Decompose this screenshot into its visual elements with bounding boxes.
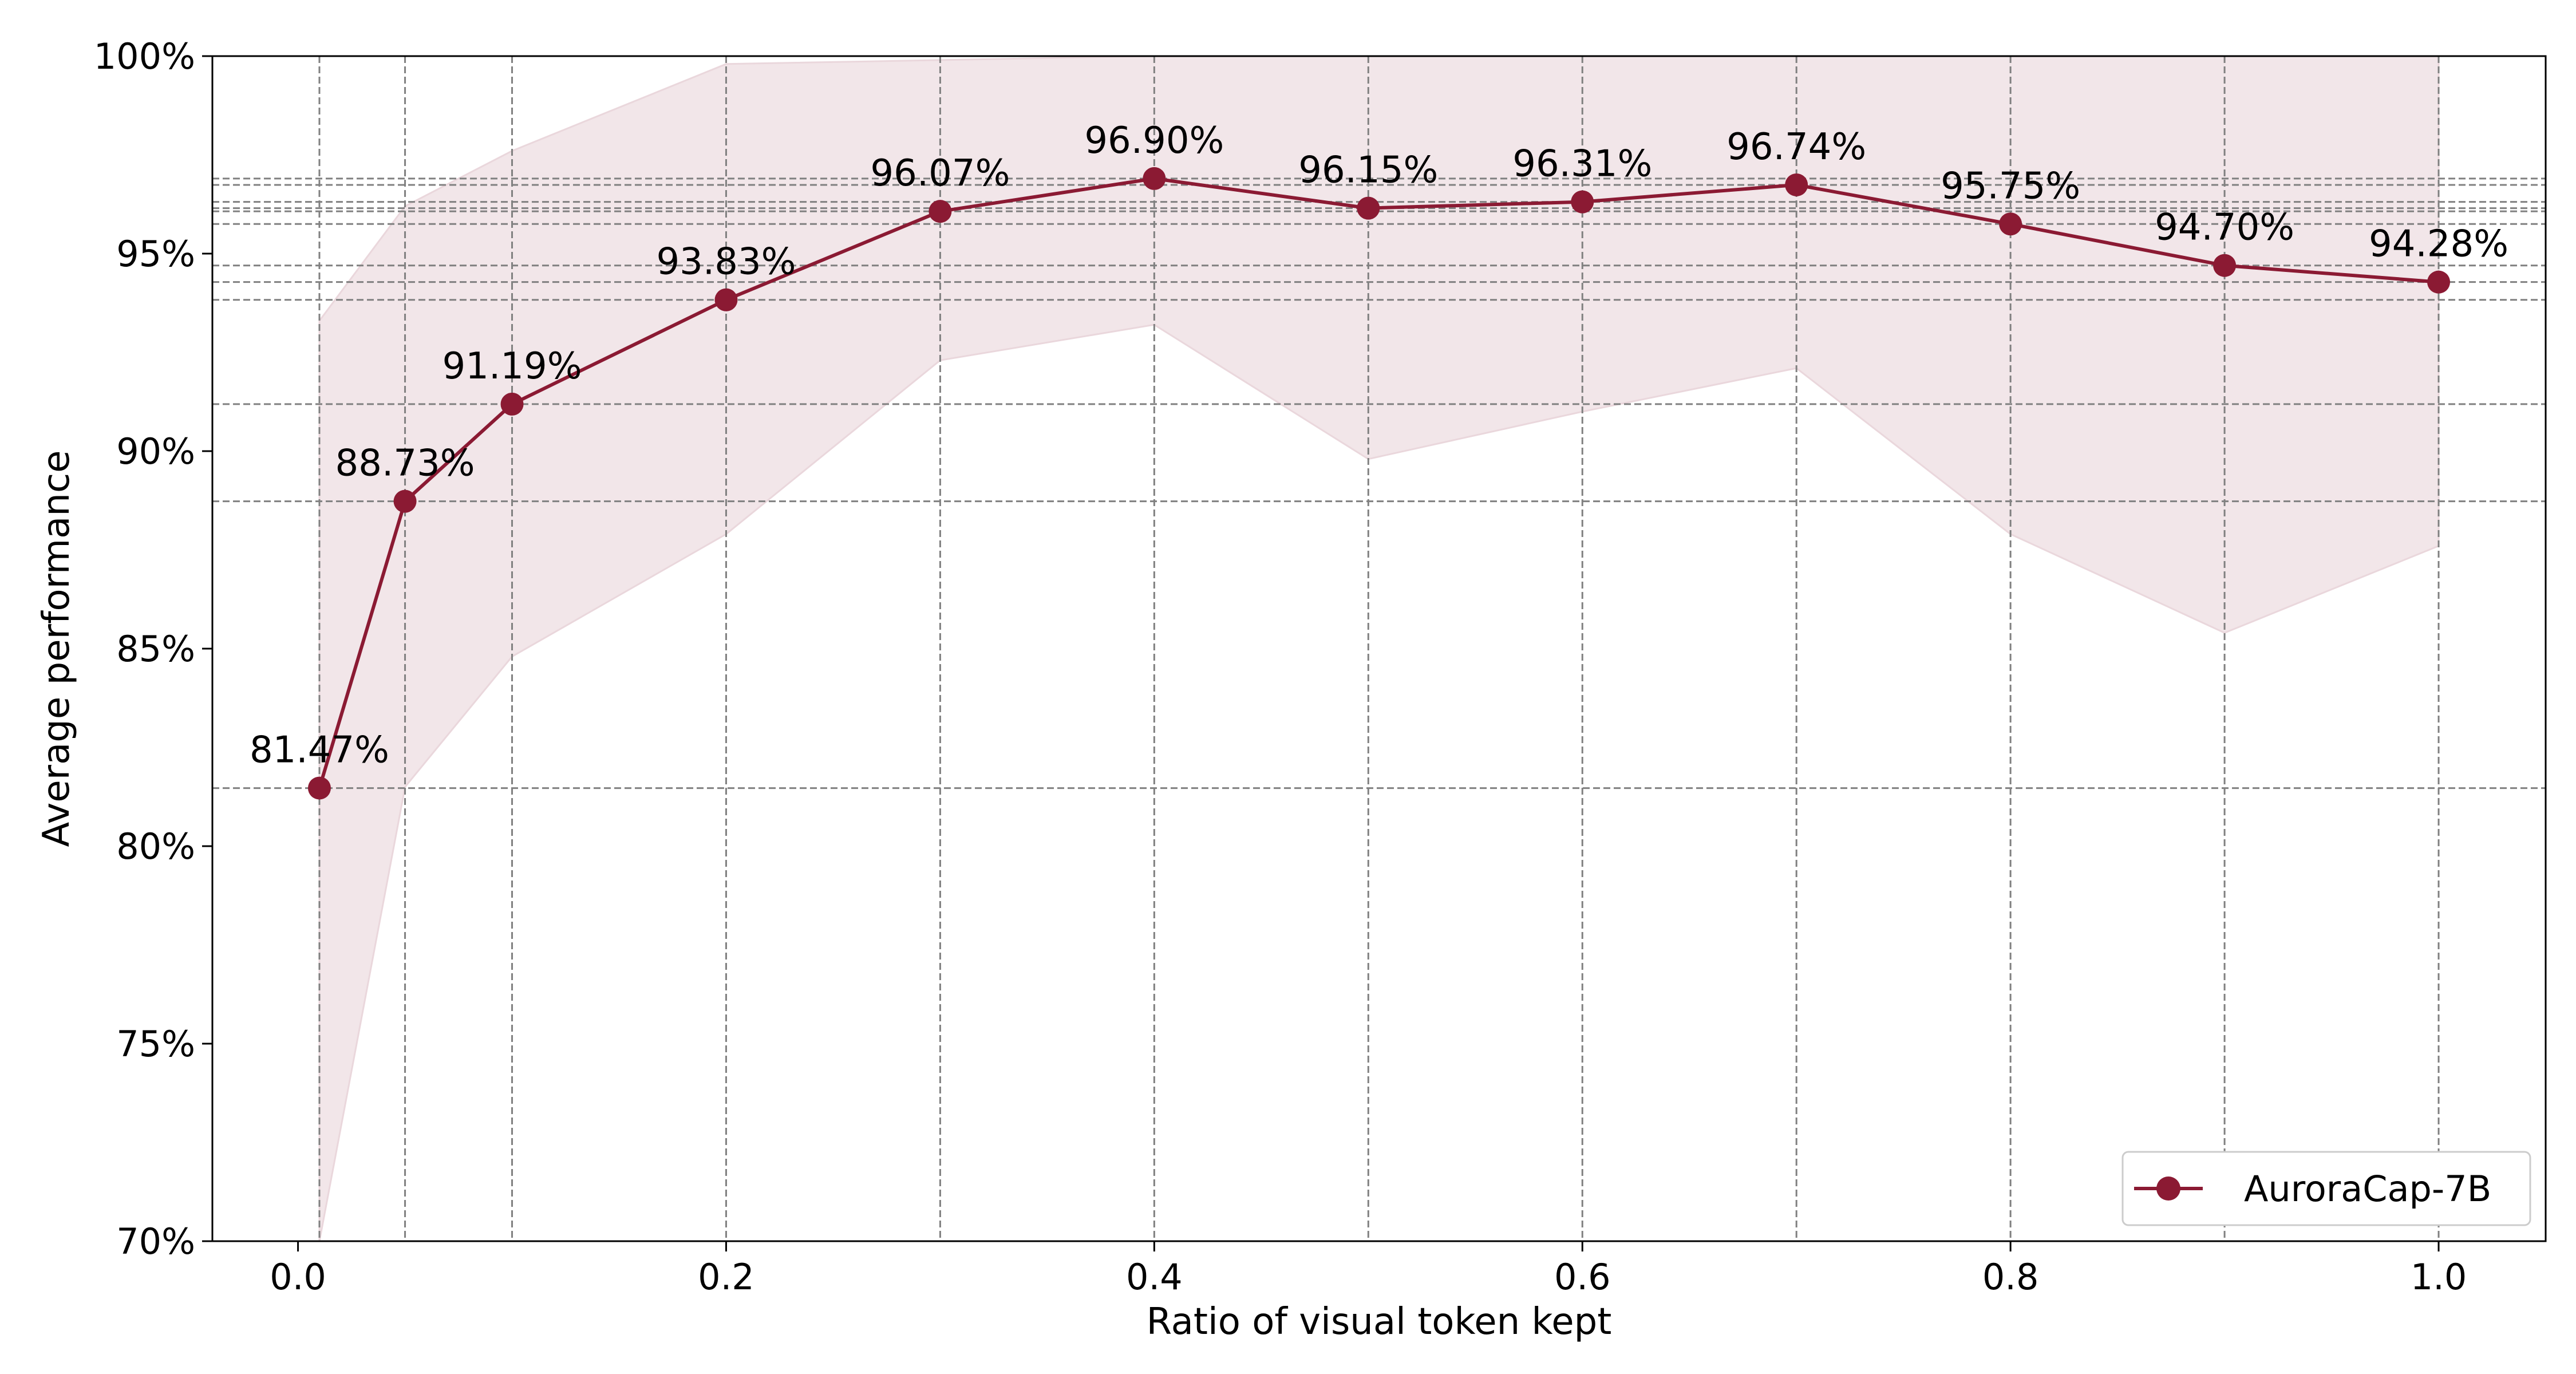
data-label-3: 93.83%: [656, 241, 796, 283]
y-tick-label-6: 100%: [94, 35, 195, 77]
y-tick-label-4: 90%: [116, 431, 195, 472]
legend-label: AuroraCap-7B: [2244, 1168, 2491, 1210]
x-axis-label: Ratio of visual token kept: [1147, 1301, 1612, 1343]
data-label-9: 95.75%: [1941, 165, 2080, 207]
data-label-11: 94.28%: [2369, 223, 2508, 266]
data-label-2: 91.19%: [442, 345, 582, 388]
data-point-5: [1143, 167, 1166, 190]
legend[interactable]: AuroraCap-7B: [2121, 1151, 2531, 1226]
x-tick-label-5: 1.0: [2411, 1256, 2467, 1298]
x-tick-label-3: 0.6: [1554, 1256, 1611, 1298]
series-line-layer: [318, 176, 2439, 789]
data-point-9: [1999, 212, 2022, 236]
y-axis-label: Average performance: [35, 450, 78, 847]
legend-marker-swatch: [2156, 1176, 2180, 1201]
x-tick-label-4: 0.8: [1982, 1256, 2039, 1298]
grid-layer: [212, 56, 2546, 1241]
data-label-7: 96.31%: [1512, 143, 1652, 185]
data-point-1: [393, 489, 417, 513]
series-line: [318, 176, 2439, 789]
data-point-11: [2427, 270, 2451, 294]
data-point-8: [1785, 173, 1808, 196]
y-tick-label-0: 70%: [116, 1221, 195, 1262]
data-label-0: 81.47%: [250, 729, 389, 772]
data-point-4: [929, 200, 952, 223]
data-point-3: [714, 288, 738, 311]
marker-layer: [307, 167, 2451, 800]
data-label-5: 96.90%: [1084, 120, 1224, 162]
data-point-7: [1571, 190, 1594, 214]
y-tick-label-2: 80%: [116, 826, 195, 867]
y-tick-label-1: 75%: [116, 1023, 195, 1065]
x-tick-label-2: 0.4: [1126, 1256, 1183, 1298]
x-tick-label-1: 0.2: [698, 1256, 754, 1298]
data-point-6: [1357, 196, 1380, 220]
y-tick-label-5: 95%: [116, 233, 195, 275]
data-point-0: [307, 776, 331, 800]
tick-layer: 0.0 0.2 0.4 0.6 0.8 1.0 70% 75% 80% 85% 90% 95% 100%: [94, 35, 2467, 1298]
data-label-1: 88.73%: [335, 443, 475, 485]
y-tick-label-3: 85%: [116, 628, 195, 670]
data-label-layer: 81.47% 88.73% 91.19% 93.83% 96.07% 96.90% 96.1…: [250, 120, 2508, 772]
data-label-6: 96.15%: [1298, 149, 1438, 192]
data-label-10: 94.70%: [2155, 207, 2294, 249]
data-point-2: [500, 392, 524, 416]
x-tick-label-0: 0.0: [270, 1256, 326, 1298]
data-point-10: [2213, 254, 2237, 277]
legend-box: [2121, 1151, 2531, 1226]
data-label-4: 96.07%: [870, 152, 1010, 195]
data-label-8: 96.74%: [1726, 126, 1866, 168]
